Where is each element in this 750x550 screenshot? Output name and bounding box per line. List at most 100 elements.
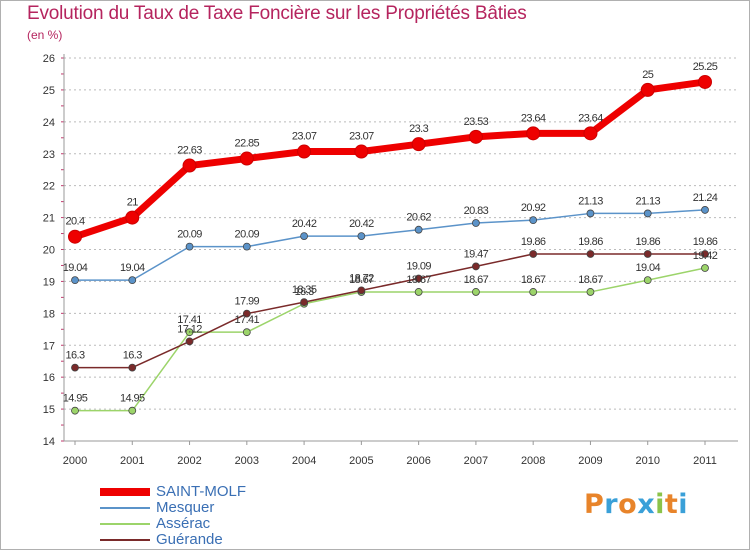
data-label: 19.04 <box>120 262 145 274</box>
series-line-guérande <box>75 253 705 369</box>
series-line-mesquer <box>75 209 706 281</box>
data-label: 23.53 <box>464 116 489 128</box>
data-point <box>643 250 652 258</box>
y-tick-label: 25 <box>43 85 55 97</box>
x-tick-label: 2006 <box>406 455 430 467</box>
legend-item-mesquer: Mesquer <box>100 500 300 516</box>
data-label: 25 <box>642 69 654 81</box>
data-point <box>68 229 82 244</box>
data-point <box>357 232 366 240</box>
logo-letter: x <box>637 489 656 520</box>
x-tick-label: 2010 <box>635 455 659 467</box>
data-label: 19.04 <box>63 262 88 274</box>
y-tick-label: 15 <box>43 404 55 416</box>
legend-item-asserac: Assérac <box>100 516 300 532</box>
data-label: 23.3 <box>409 123 428 135</box>
data-point <box>414 225 423 234</box>
data-label: 20.62 <box>406 212 431 224</box>
data-point <box>529 250 538 258</box>
data-label: 20.42 <box>349 218 374 230</box>
data-label: 14.95 <box>63 393 88 405</box>
legend-label-guerande: Guérande <box>156 531 223 548</box>
data-label: 23.64 <box>521 112 546 124</box>
data-label: 20.42 <box>292 218 317 230</box>
data-point <box>414 288 423 296</box>
data-point <box>185 337 194 346</box>
x-tick-label: 2009 <box>578 455 602 467</box>
data-point <box>468 129 483 144</box>
y-tick-label: 26 <box>43 53 55 65</box>
legend-swatch-saint-molf <box>100 488 150 496</box>
data-label: 19.86 <box>578 236 603 248</box>
y-tick-label: 19 <box>43 276 55 288</box>
x-tick-label: 2007 <box>464 455 488 467</box>
data-point <box>71 363 79 372</box>
data-label: 17.41 <box>235 314 260 326</box>
data-point <box>472 288 480 296</box>
data-label: 18.35 <box>292 284 317 296</box>
data-label: 19.42 <box>693 250 718 262</box>
data-point <box>586 209 595 218</box>
legend-label-mesquer: Mesquer <box>156 499 215 516</box>
data-label: 25.25 <box>693 61 718 73</box>
data-point <box>242 242 251 251</box>
data-label: 22.63 <box>177 145 202 157</box>
data-point <box>472 219 480 227</box>
data-label: 18.67 <box>464 274 489 286</box>
x-tick-label: 2001 <box>120 455 144 467</box>
legend-item-guerande: Guérande <box>100 532 300 548</box>
data-label: 20.09 <box>177 229 202 241</box>
data-point <box>411 137 426 152</box>
data-point <box>529 216 538 225</box>
x-tick-label: 2004 <box>292 455 316 467</box>
data-point <box>526 126 541 141</box>
data-label: 18.67 <box>578 274 603 286</box>
data-label: 19.04 <box>635 262 660 274</box>
data-label: 18.67 <box>521 274 546 286</box>
data-label: 21.13 <box>578 195 603 207</box>
data-label: 21 <box>127 197 139 209</box>
y-tick-label: 17 <box>43 340 55 352</box>
data-point <box>698 74 712 89</box>
data-label: 23.07 <box>292 131 317 143</box>
data-point <box>300 232 308 240</box>
legend-swatch-mesquer <box>100 507 150 509</box>
data-label: 20.4 <box>65 216 84 228</box>
data-label: 19.47 <box>464 248 489 260</box>
data-label: 19.86 <box>635 236 660 248</box>
y-tick-label: 16 <box>43 372 55 384</box>
logo-letter: o <box>618 489 638 520</box>
x-tick-label: 2003 <box>235 455 259 467</box>
data-label: 14.95 <box>120 393 145 405</box>
data-label: 19.86 <box>693 236 718 248</box>
data-label: 16.3 <box>123 350 142 362</box>
data-label: 18.67 <box>349 274 374 286</box>
data-label: 21.24 <box>693 192 718 204</box>
logo-letter: t <box>664 489 679 520</box>
data-label: 18.3 <box>295 286 314 298</box>
data-point <box>128 276 137 285</box>
data-label: 16.3 <box>65 350 84 362</box>
legend-label-saint-molf: SAINT-MOLF <box>156 483 247 500</box>
data-label: 17.12 <box>177 323 202 335</box>
data-point <box>586 288 595 296</box>
data-point <box>125 210 140 225</box>
y-tick-label: 20 <box>43 245 55 257</box>
data-label: 20.09 <box>235 229 260 241</box>
legend-label-asserac: Assérac <box>156 515 211 532</box>
data-point <box>242 328 251 337</box>
x-tick-label: 2002 <box>177 455 201 467</box>
data-point <box>128 406 137 415</box>
data-point <box>701 264 709 272</box>
data-point <box>583 126 598 141</box>
data-point <box>414 274 423 283</box>
data-point <box>640 82 655 97</box>
chart-title: Evolution du Taux de Taxe Foncière sur l… <box>27 3 527 24</box>
data-label: 17.41 <box>177 314 202 326</box>
y-tick-label: 14 <box>43 436 55 448</box>
series-line-saint-molf <box>73 78 706 241</box>
y-tick-label: 24 <box>43 117 55 129</box>
data-point <box>185 242 194 251</box>
